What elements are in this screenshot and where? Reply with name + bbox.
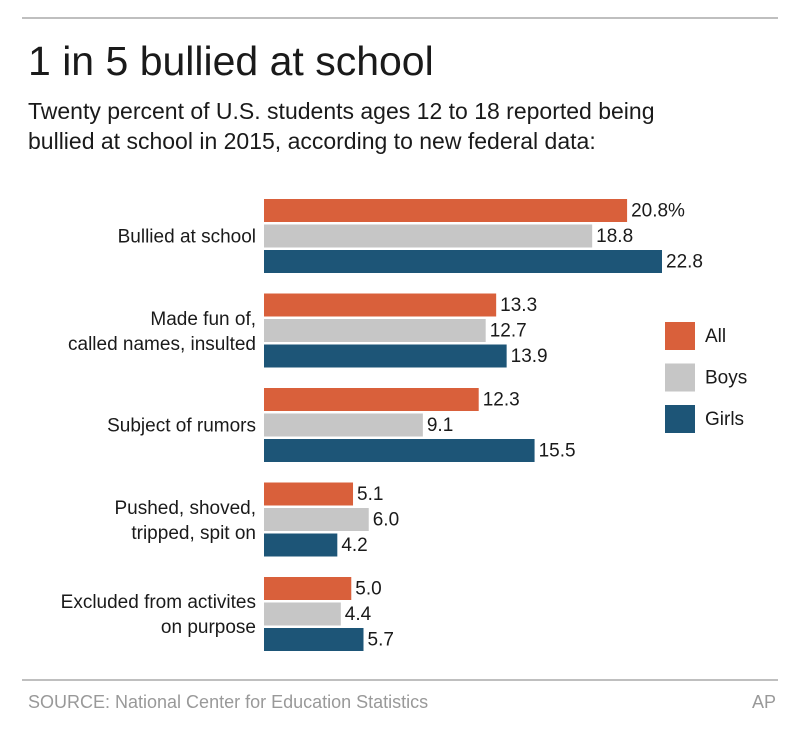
value-label: 5.0 xyxy=(355,579,381,600)
value-label: 15.5 xyxy=(539,441,576,462)
value-label: 18.8 xyxy=(596,226,633,247)
bar xyxy=(264,508,369,531)
legend-swatch xyxy=(665,322,695,350)
value-label: 22.8 xyxy=(666,252,703,273)
category-label: Subject of rumors xyxy=(107,415,256,437)
bar xyxy=(264,577,352,600)
legend-swatch xyxy=(665,363,695,392)
bar xyxy=(264,628,364,651)
bar xyxy=(264,224,593,248)
legend-label: All xyxy=(705,326,726,347)
bar xyxy=(264,413,423,437)
chart-title: 1 in 5 bullied at school xyxy=(28,38,434,84)
value-label: 6.0 xyxy=(373,510,399,531)
bar xyxy=(264,533,338,557)
credit: AP xyxy=(751,692,776,712)
bar xyxy=(264,293,497,317)
value-label: 12.3 xyxy=(483,390,520,411)
value-label: 9.1 xyxy=(427,415,453,436)
category-label: Excluded from activites on purpose xyxy=(60,592,256,639)
bar xyxy=(264,482,354,506)
bar xyxy=(264,344,507,368)
bar xyxy=(264,388,479,411)
value-label: 4.2 xyxy=(341,535,367,556)
category-label: Pushed, shoved, tripped, spit on xyxy=(114,497,256,544)
category-label: Made fun of, called names, insulted xyxy=(68,308,256,355)
value-label: 20.8% xyxy=(631,201,685,222)
chart-subtitle: Twenty percent of U.S. students ages 12 … xyxy=(28,98,655,154)
legend-label: Girls xyxy=(705,409,744,430)
category-label: Bullied at school xyxy=(117,226,256,248)
bar xyxy=(264,319,486,342)
value-label: 13.9 xyxy=(511,346,548,367)
bar xyxy=(264,199,628,222)
bar xyxy=(264,439,535,462)
legend-swatch xyxy=(665,405,695,433)
bar xyxy=(264,250,662,273)
value-label: 5.7 xyxy=(368,630,394,651)
value-label: 4.4 xyxy=(345,604,372,625)
value-label: 12.7 xyxy=(490,321,527,342)
value-label: 13.3 xyxy=(500,295,537,316)
source: SOURCE: National Center for Education St… xyxy=(28,692,429,712)
legend-label: Boys xyxy=(705,368,747,389)
bar xyxy=(264,602,341,626)
value-label: 5.1 xyxy=(357,484,383,505)
